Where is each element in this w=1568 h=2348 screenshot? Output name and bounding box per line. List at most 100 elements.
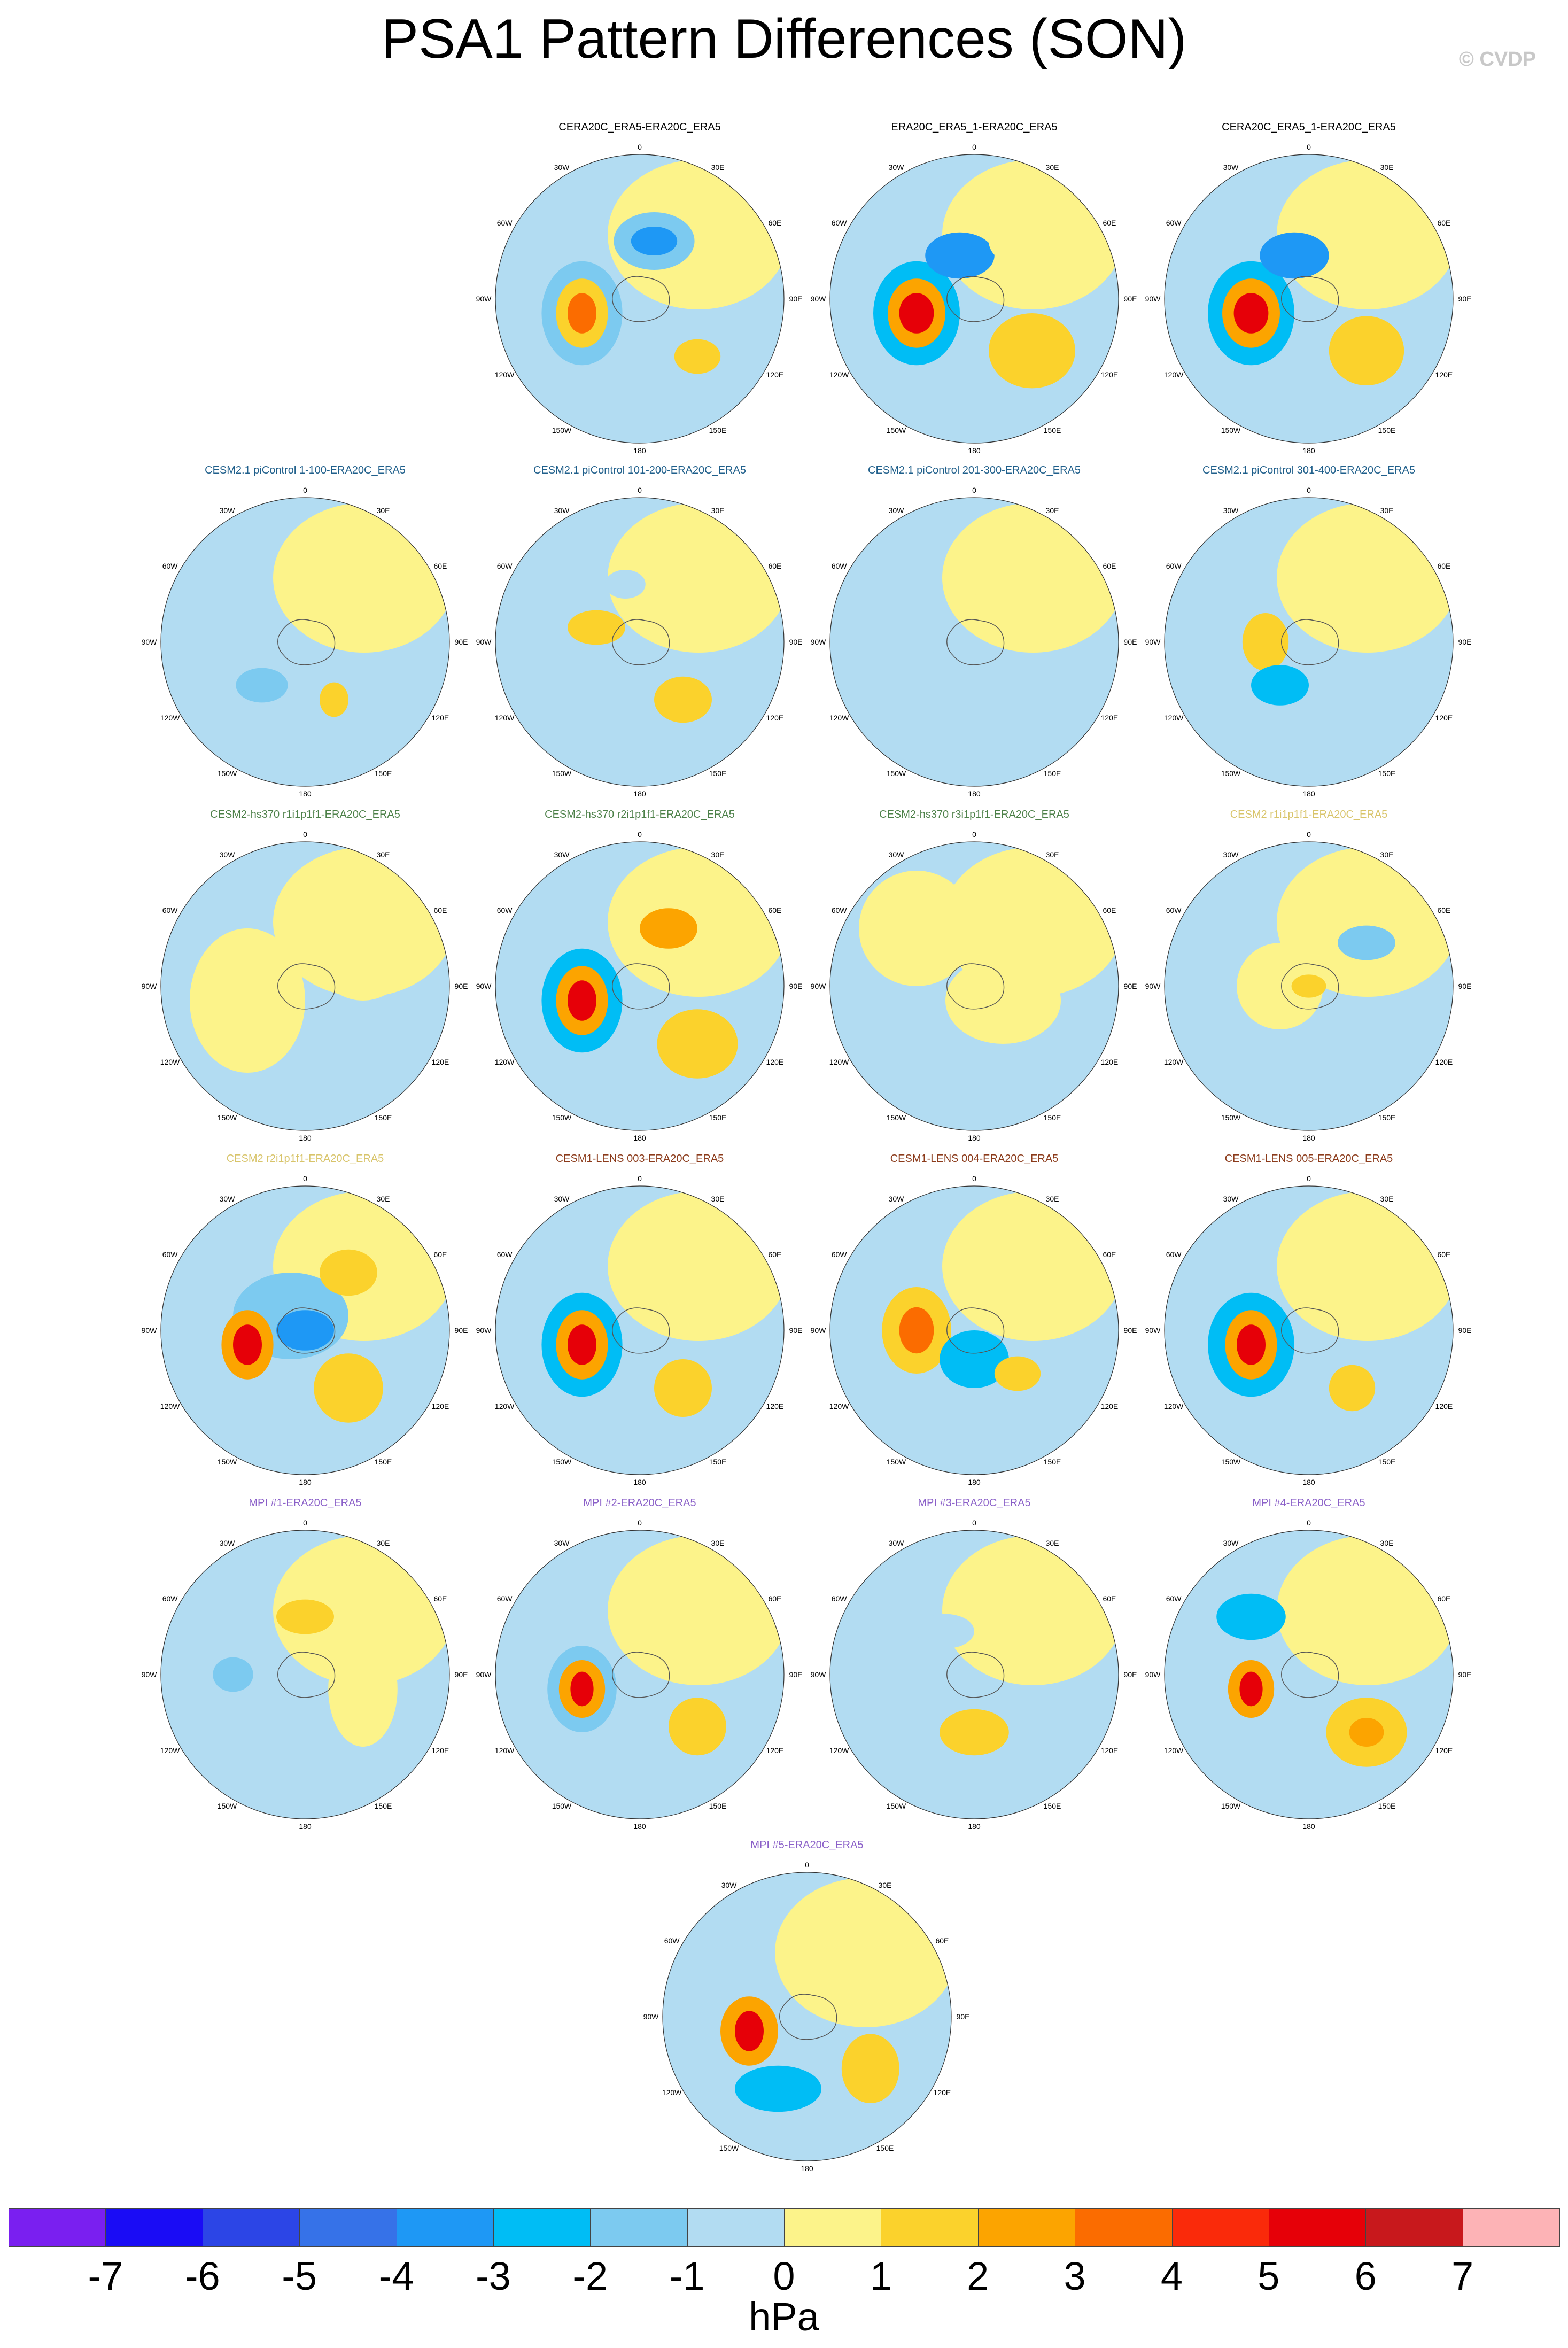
longitude-label: 30W <box>889 163 905 172</box>
longitude-label: 60E <box>1103 562 1116 570</box>
longitude-label: 150E <box>1378 1458 1396 1466</box>
longitude-label: 180 <box>968 1822 981 1831</box>
longitude-label: 90W <box>142 1670 158 1679</box>
longitude-label: 150E <box>1044 769 1061 778</box>
anomaly-contour <box>994 1356 1041 1391</box>
longitude-label: 90E <box>1124 982 1137 990</box>
colorbar-box <box>784 2208 882 2247</box>
longitude-label: 90W <box>476 1670 492 1679</box>
longitude-label: 30W <box>220 506 236 515</box>
longitude-label: 90E <box>1458 1670 1472 1679</box>
longitude-label: 150E <box>1378 1802 1396 1810</box>
anomaly-contour <box>213 1657 253 1692</box>
panel-title: MPI #4-ERA20C_ERA5 <box>1252 1497 1365 1509</box>
longitude-label: 60W <box>832 906 848 915</box>
longitude-label: 90W <box>811 982 827 990</box>
anomaly-contour <box>1239 1671 1263 1707</box>
longitude-label: 150E <box>876 2144 894 2152</box>
longitude-label: 60W <box>162 1594 178 1603</box>
map-panel: CERA20C_ERA5_1-ERA20C_ERA5 0 30E 60E 90E 120E… <box>1143 121 1475 465</box>
map-border <box>1164 1530 1454 1819</box>
polar-map: 0 30E 60E 90E 120E 150E 180 150W 120W 90W 60W 30W <box>476 1518 803 1831</box>
longitude-label: 60E <box>433 1594 447 1603</box>
longitude-label: 60E <box>1437 219 1450 227</box>
map-border <box>829 1530 1119 1819</box>
longitude-label: 150W <box>552 1802 572 1810</box>
anomaly-contour <box>989 218 1046 265</box>
longitude-label: 0 <box>638 1518 642 1527</box>
anomaly-contour <box>735 2065 821 2112</box>
longitude-label: 0 <box>972 143 976 151</box>
longitude-label: 180 <box>968 789 981 798</box>
longitude-label: 150E <box>1378 769 1396 778</box>
longitude-label: 120W <box>829 714 849 722</box>
longitude-label: 90W <box>142 1326 158 1335</box>
positive-region <box>608 847 784 997</box>
longitude-label: 60W <box>497 1594 513 1603</box>
colorbar-box <box>1171 2208 1269 2247</box>
longitude-label: 90W <box>476 1326 492 1335</box>
map-panel: CESM1-LENS 004-ERA20C_ERA5 0 30E 60E 90E 120E… <box>808 1153 1140 1497</box>
antarctica-coastline <box>612 963 670 1010</box>
longitude-label: 30E <box>879 1881 892 1889</box>
watermark: © CVDP <box>1458 48 1536 71</box>
longitude-label: 90W <box>476 982 492 990</box>
longitude-label: 90E <box>1458 638 1472 646</box>
polar-map: 0 30E 60E 90E 120E 150E 180 150W 120W 90W 60W 30W <box>811 830 1137 1142</box>
longitude-label: 60W <box>162 562 178 570</box>
anomaly-contour <box>1233 293 1269 334</box>
longitude-label: 0 <box>638 1174 642 1183</box>
panel-title: CESM2-hs370 r3i1p1f1-ERA20C_ERA5 <box>879 809 1069 820</box>
map-panel: CESM2 r1i1p1f1-ERA20C_ERA5 0 30E 60E 90E 120E… <box>1143 809 1475 1152</box>
longitude-label: 0 <box>303 830 307 839</box>
longitude-label: 120W <box>1164 714 1184 722</box>
map-border <box>495 1185 785 1475</box>
longitude-label: 30W <box>1223 1539 1239 1547</box>
longitude-label: 120W <box>160 1746 180 1755</box>
longitude-label: 150W <box>1221 426 1241 435</box>
panel-title: MPI #2-ERA20C_ERA5 <box>583 1497 696 1509</box>
panel-title: CESM2-hs370 r1i1p1f1-ERA20C_ERA5 <box>210 809 400 820</box>
longitude-label: 150W <box>552 426 572 435</box>
anomaly-contour <box>899 293 934 334</box>
longitude-label: 180 <box>1302 789 1315 798</box>
longitude-label: 60W <box>497 562 513 570</box>
longitude-label: 120E <box>1435 714 1453 722</box>
longitude-label: 120E <box>1101 370 1119 379</box>
longitude-label: 120E <box>766 1402 784 1411</box>
longitude-label: 120W <box>1164 1746 1184 1755</box>
colorbar-box <box>202 2208 300 2247</box>
longitude-label: 150W <box>218 769 237 778</box>
longitude-label: 60E <box>1103 906 1116 915</box>
longitude-label: 30W <box>721 1881 738 1889</box>
colorbar-box <box>9 2208 106 2247</box>
longitude-label: 60E <box>433 562 447 570</box>
polar-map: 0 30E 60E 90E 120E 150E 180 150W 120W 90W 60W 30W <box>1145 486 1472 798</box>
longitude-label: 120E <box>1435 370 1453 379</box>
polar-map: 0 30E 60E 90E 120E 150E 180 150W 120W 90W 60W 30W <box>1145 143 1472 455</box>
longitude-label: 120E <box>432 1058 449 1066</box>
anomaly-contour <box>1349 1718 1384 1747</box>
map-panel: MPI #5-ERA20C_ERA5 0 30E 60E 90E 120E 150E 180 1… <box>641 1839 973 2183</box>
antarctica-coastline <box>277 963 336 1010</box>
colorbar-box <box>1462 2208 1560 2247</box>
anomaly-contour <box>320 682 348 717</box>
longitude-label: 90E <box>1124 1670 1137 1679</box>
map-border <box>829 841 1119 1131</box>
longitude-label: 30W <box>220 850 236 859</box>
longitude-label: 180 <box>299 1134 312 1142</box>
panel-title: ERA20C_ERA5_1-ERA20C_ERA5 <box>891 121 1058 133</box>
colorbar-box <box>977 2208 1076 2247</box>
panel-title: CESM2.1 piControl 1-100-ERA20C_ERA5 <box>205 464 406 476</box>
longitude-label: 150W <box>1221 1113 1241 1122</box>
longitude-label: 30W <box>554 1539 570 1547</box>
anomaly-contour <box>568 610 625 645</box>
antarctica-coastline <box>1281 276 1339 322</box>
panel-title: CESM1-LENS 005-ERA20C_ERA5 <box>1224 1153 1393 1165</box>
longitude-label: 0 <box>303 1174 307 1183</box>
anomaly-contour <box>989 313 1075 389</box>
antarctica-coastline <box>946 1307 1005 1354</box>
colorbar-tick-label: -4 <box>378 2254 414 2298</box>
longitude-label: 150W <box>1221 1458 1241 1466</box>
longitude-label: 30E <box>711 506 725 515</box>
